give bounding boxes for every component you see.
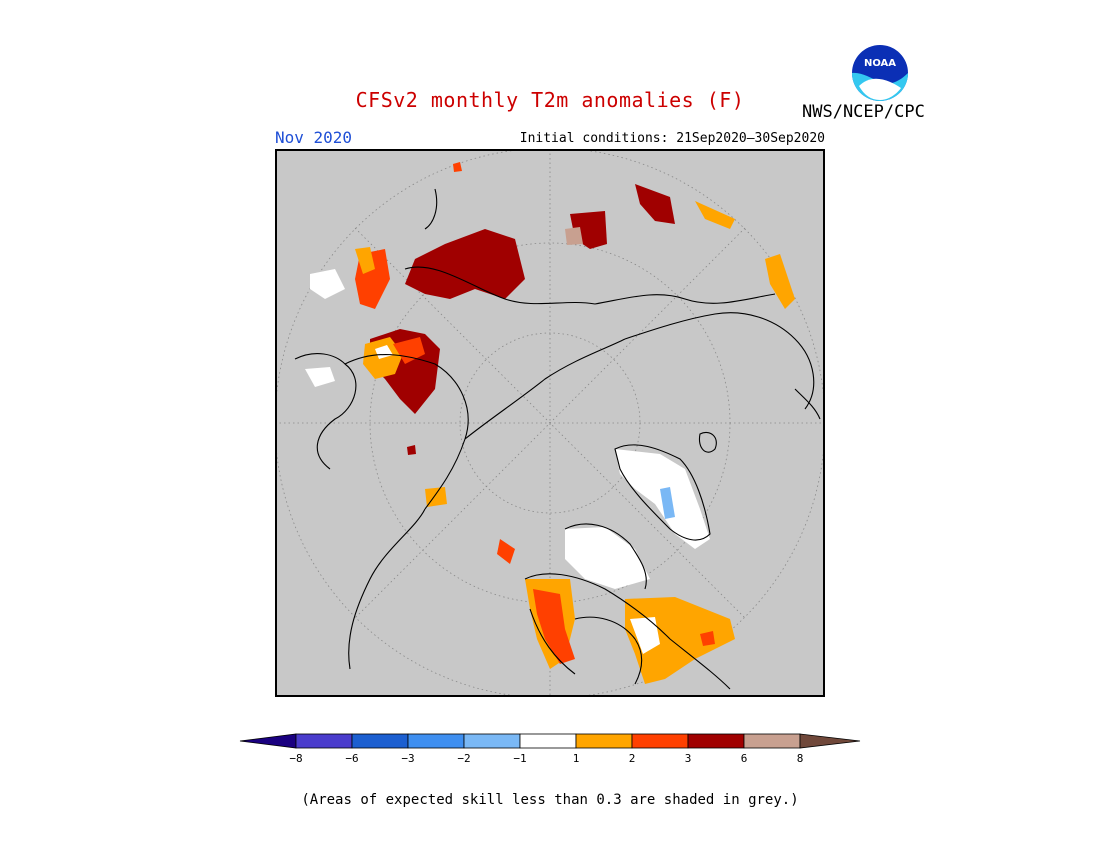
coastlines xyxy=(294,188,821,690)
anomaly-region-east-canada-hot xyxy=(700,631,715,646)
polar-map xyxy=(275,149,825,697)
colorbar-tick: 3 xyxy=(684,752,692,765)
anomaly-region-hudson-small xyxy=(497,539,515,564)
agency-label: NWS/NCEP/CPC xyxy=(802,102,925,122)
anomaly-region-west-canada-hot xyxy=(533,589,575,664)
colorbar-bin-n8-n6 xyxy=(295,733,353,749)
anomaly-fields xyxy=(305,162,795,684)
anomaly-region-kamchatka xyxy=(635,184,675,224)
anomaly-region-pacific-warm xyxy=(695,201,735,229)
colorbar-below-min xyxy=(239,733,297,749)
colorbar-bin-n1-1 xyxy=(519,733,577,749)
colorbar-tick: −8 xyxy=(289,752,303,765)
colorbar-tick: −3 xyxy=(401,752,415,765)
anomaly-region-west-siberia-warm xyxy=(363,337,403,379)
anomaly-region-caspian-white xyxy=(375,345,393,359)
anomaly-region-bering-small xyxy=(407,445,416,455)
colorbar-bin-n2-n1 xyxy=(463,733,521,749)
anomaly-region-greenland-cool xyxy=(660,487,675,519)
anomaly-region-west-siberia-hot xyxy=(393,337,425,364)
anomaly-region-east-siberia-tan xyxy=(565,227,583,245)
colorbar-tick: 6 xyxy=(740,752,748,765)
initial-conditions: Initial conditions: 21Sep2020–30Sep2020 xyxy=(519,131,825,146)
colorbar-bin-6-8 xyxy=(743,733,801,749)
map-frame xyxy=(275,149,825,697)
colorbar-tick: 1 xyxy=(572,752,580,765)
colorbar-bin-1-2 xyxy=(575,733,633,749)
colorbar-bin-3-6 xyxy=(687,733,745,749)
colorbar-bin-2-3 xyxy=(631,733,689,749)
colorbar-tick: −1 xyxy=(513,752,527,765)
anomaly-region-scandinavia-warm xyxy=(355,247,375,274)
colorbar-tick: −2 xyxy=(457,752,471,765)
chart-title: CFSv2 monthly T2m anomalies (F) xyxy=(355,88,745,112)
anomaly-region-asia-small xyxy=(453,162,462,172)
colorbar-above-max xyxy=(799,733,861,749)
logo-text: NOAA xyxy=(864,58,896,69)
anomaly-region-eastern-europe-white xyxy=(310,269,345,299)
skill-note: (Areas of expected skill less than 0.3 a… xyxy=(301,792,799,808)
colorbar-tick: 8 xyxy=(796,752,804,765)
colorbar-bin-n6-n3 xyxy=(351,733,409,749)
colorbar xyxy=(239,733,861,749)
anomaly-region-russia xyxy=(405,229,525,299)
anomaly-region-mediterranean-white xyxy=(305,367,335,387)
noaa-logo: NOAA xyxy=(850,43,910,103)
forecast-month: Nov 2020 xyxy=(275,128,353,147)
colorbar-bin-n3-n2 xyxy=(407,733,465,749)
anomaly-region-canada-white xyxy=(565,527,650,589)
anomaly-region-east-canada-white xyxy=(630,617,660,654)
anomaly-region-alaska-warm xyxy=(765,254,795,309)
colorbar-tick: −6 xyxy=(345,752,359,765)
colorbar-tick: 2 xyxy=(628,752,636,765)
graticule xyxy=(275,149,825,697)
